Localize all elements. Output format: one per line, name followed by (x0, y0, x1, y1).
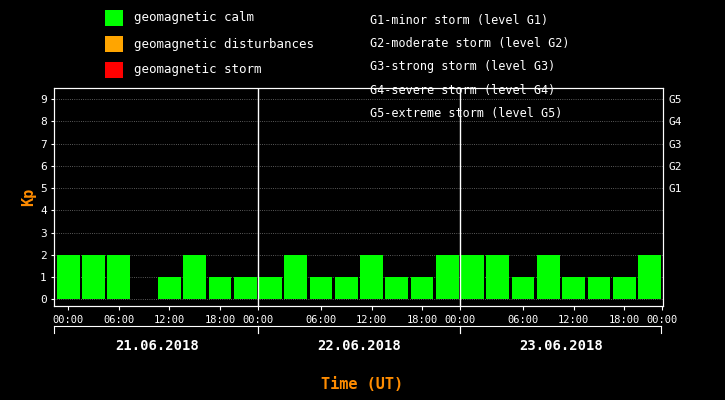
Bar (233, 277, 257, 299)
Text: G5-extreme storm (level G5): G5-extreme storm (level G5) (370, 107, 562, 120)
Text: Time (UT): Time (UT) (321, 377, 404, 392)
Text: geomagnetic calm: geomagnetic calm (134, 12, 254, 24)
Bar (335, 277, 357, 299)
Bar (512, 277, 534, 299)
Bar (638, 255, 661, 299)
Bar (537, 255, 560, 299)
Text: 21.06.2018: 21.06.2018 (115, 339, 199, 353)
Bar (563, 277, 585, 299)
Bar (259, 277, 282, 299)
Bar (284, 255, 307, 299)
Text: G4-severe storm (level G4): G4-severe storm (level G4) (370, 84, 555, 97)
Bar (82, 255, 105, 299)
Text: G3-strong storm (level G3): G3-strong storm (level G3) (370, 60, 555, 74)
Bar (386, 277, 408, 299)
Bar (360, 255, 383, 299)
Y-axis label: Kp: Kp (21, 188, 36, 206)
Bar (57, 255, 80, 299)
Bar (461, 255, 484, 299)
Text: 22.06.2018: 22.06.2018 (317, 339, 401, 353)
Bar (158, 277, 181, 299)
Bar (410, 277, 434, 299)
Text: geomagnetic disturbances: geomagnetic disturbances (134, 38, 314, 50)
Bar (107, 255, 130, 299)
Bar (310, 277, 332, 299)
Bar (183, 255, 206, 299)
Text: 23.06.2018: 23.06.2018 (519, 339, 603, 353)
Bar (486, 255, 509, 299)
Text: G1-minor storm (level G1): G1-minor storm (level G1) (370, 14, 548, 27)
Bar (436, 255, 459, 299)
Bar (587, 277, 610, 299)
Text: G2-moderate storm (level G2): G2-moderate storm (level G2) (370, 37, 569, 50)
Bar (209, 277, 231, 299)
Text: geomagnetic storm: geomagnetic storm (134, 64, 262, 76)
Bar (613, 277, 636, 299)
